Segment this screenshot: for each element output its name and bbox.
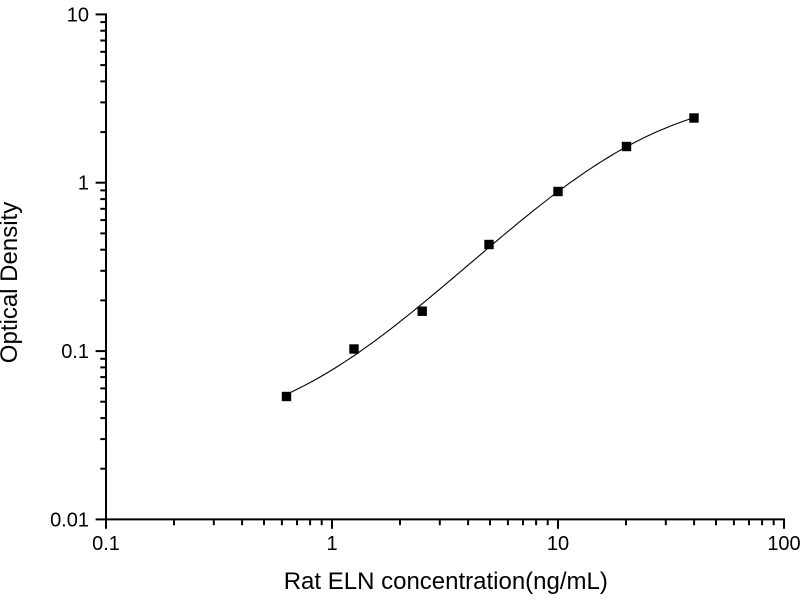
svg-text:10: 10 [547, 533, 569, 555]
svg-text:0.1: 0.1 [92, 533, 120, 555]
svg-text:10: 10 [67, 4, 89, 26]
svg-text:0.01: 0.01 [50, 509, 89, 531]
svg-text:1: 1 [78, 173, 89, 195]
svg-text:0.1: 0.1 [61, 341, 89, 363]
svg-text:100: 100 [767, 533, 800, 555]
svg-text:Rat ELN concentration(ng/mL): Rat ELN concentration(ng/mL) [284, 568, 608, 595]
svg-text:Optical Density: Optical Density [0, 202, 23, 363]
svg-text:1: 1 [326, 533, 337, 555]
